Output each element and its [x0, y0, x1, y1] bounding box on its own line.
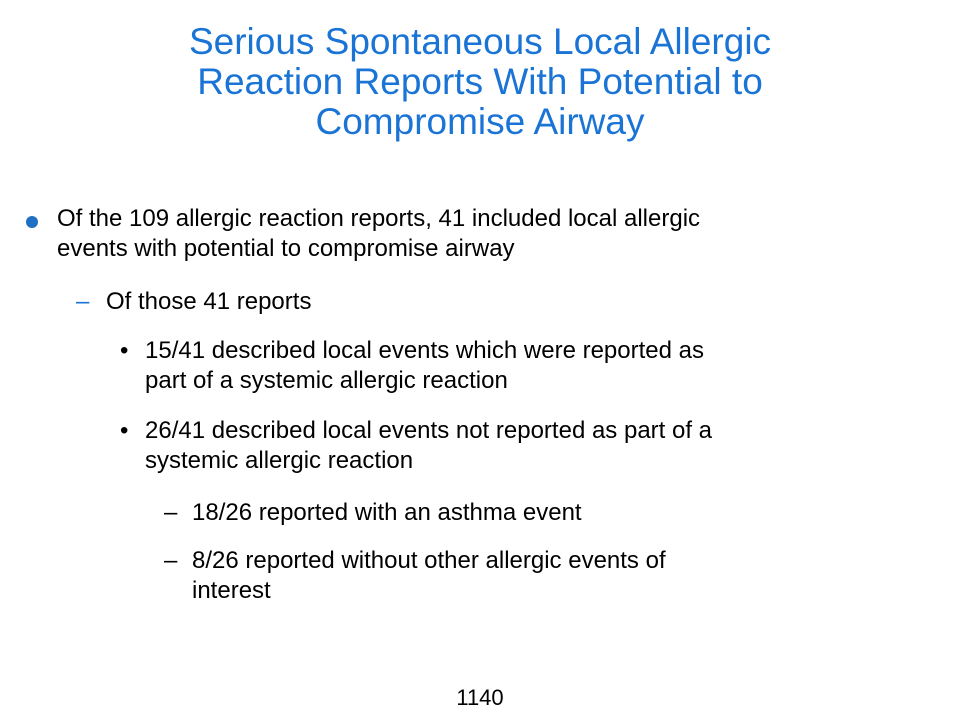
bullet-level4: 8/26 reported without other allergic eve… — [192, 546, 666, 606]
bullet-level3-line: 15/41 described local events which were … — [145, 337, 704, 364]
bullet-level1: Of the 109 allergic reaction reports, 41… — [57, 204, 700, 264]
dash-marker-icon: – — [164, 499, 178, 526]
bullet-level1-line: events with potential to compromise airw… — [57, 235, 515, 262]
bullet-level1-line: Of the 109 allergic reaction reports, 41… — [57, 205, 701, 232]
bullet-level2-text: Of those 41 reports — [106, 288, 312, 315]
bullet-dot-icon — [26, 216, 38, 228]
bullet-level4-line: interest — [192, 577, 271, 604]
bullet-level2: Of those 41 reports — [106, 287, 311, 317]
slide-title-line: Compromise Airway — [315, 101, 645, 142]
page-number: 1140 — [456, 685, 504, 710]
bullet-level3: 26/41 described local events not reporte… — [145, 416, 712, 476]
bullet-level3-line: part of a systemic allergic reaction — [145, 367, 508, 394]
bullet-level4-line: 18/26 reported with an asthma event — [192, 499, 582, 526]
bullet-marker-icon: • — [120, 337, 129, 364]
bullet-marker-icon: • — [120, 417, 129, 444]
slide-title-line: Reaction Reports With Potential to — [197, 61, 763, 102]
bullet-level4: 18/26 reported with an asthma event — [192, 498, 582, 528]
slide-title: Serious Spontaneous Local Allergic React… — [60, 22, 900, 142]
bullet-level3: 15/41 described local events which were … — [145, 336, 704, 396]
bullet-level4-line: 8/26 reported without other allergic eve… — [192, 547, 666, 574]
dash-marker-icon: – — [164, 547, 178, 574]
dash-marker-icon: – — [76, 288, 90, 315]
slide-title-line: Serious Spontaneous Local Allergic — [188, 21, 772, 62]
bullet-level3-line: systemic allergic reaction — [145, 447, 414, 474]
bullet-level3-line: 26/41 described local events not reporte… — [145, 417, 713, 444]
